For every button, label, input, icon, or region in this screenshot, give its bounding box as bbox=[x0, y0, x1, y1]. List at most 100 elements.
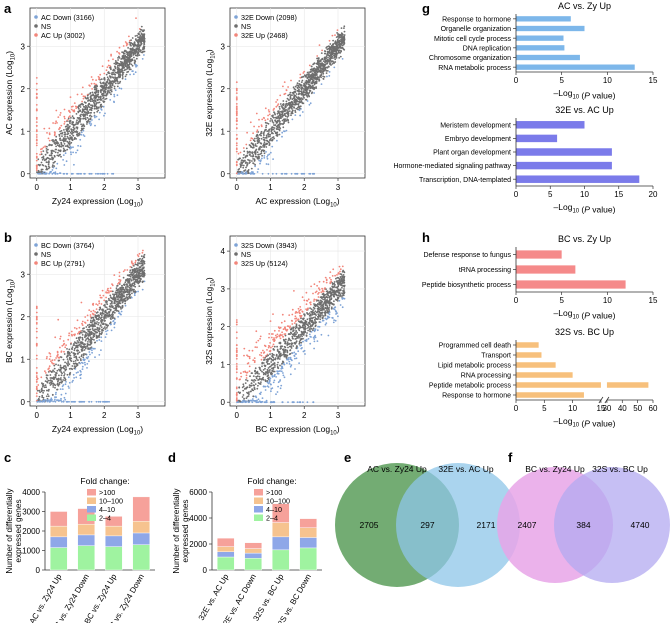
scatter-point bbox=[327, 52, 329, 54]
scatter-point bbox=[102, 294, 105, 297]
scatter-point bbox=[61, 135, 63, 138]
scatter-point bbox=[110, 315, 113, 318]
scatter-point bbox=[88, 330, 91, 333]
scatter-point bbox=[138, 271, 141, 274]
scatter-point bbox=[48, 127, 51, 130]
scatter-point bbox=[42, 383, 45, 385]
scatter-point bbox=[79, 400, 82, 403]
scatter-point bbox=[128, 289, 131, 291]
scatter-point bbox=[95, 87, 98, 90]
scatter-point bbox=[291, 94, 293, 97]
scatter-point bbox=[258, 141, 260, 144]
scatter-point bbox=[86, 324, 89, 327]
scatter-point bbox=[104, 83, 106, 85]
scatter-point bbox=[142, 33, 145, 36]
scatter-point bbox=[47, 148, 49, 151]
scatter-point bbox=[101, 95, 104, 97]
scatter-point bbox=[328, 46, 331, 49]
scatter-point bbox=[73, 327, 76, 329]
scatter-point bbox=[271, 126, 273, 129]
scatter-point bbox=[332, 44, 335, 46]
scatter-point bbox=[84, 117, 87, 119]
scatter-point bbox=[56, 383, 59, 386]
scatter-point bbox=[131, 292, 133, 295]
scatter-point bbox=[281, 106, 284, 108]
scatter-point bbox=[127, 35, 130, 38]
scatter-point bbox=[46, 161, 48, 164]
scatter-point bbox=[278, 122, 281, 124]
scatter-point bbox=[81, 338, 84, 341]
scatter-point bbox=[126, 67, 129, 70]
scatter-point bbox=[41, 170, 43, 173]
scatter-point bbox=[287, 119, 289, 122]
scatter-point bbox=[261, 172, 264, 175]
scatter-point bbox=[138, 54, 141, 56]
scatter-point bbox=[54, 398, 56, 401]
scatter-point bbox=[139, 30, 141, 33]
scatter-point bbox=[64, 152, 67, 155]
scatter-point bbox=[118, 281, 120, 284]
scatter-point bbox=[86, 116, 89, 119]
scatter-point bbox=[281, 119, 284, 122]
scatter-point bbox=[300, 85, 302, 87]
scatter-point bbox=[101, 319, 104, 321]
scatter-point bbox=[331, 283, 334, 286]
scatter-point bbox=[260, 354, 263, 357]
scatter-point bbox=[106, 291, 109, 294]
scatter-point bbox=[35, 155, 38, 158]
scatter-point bbox=[298, 92, 301, 95]
scatter-point bbox=[342, 41, 344, 44]
scatter-point bbox=[316, 55, 319, 57]
scatter-point bbox=[55, 373, 57, 375]
scatter-point bbox=[66, 135, 69, 138]
scatter-point bbox=[138, 36, 141, 38]
scatter-point bbox=[263, 141, 266, 144]
scatter-point bbox=[106, 308, 109, 311]
scatter-point bbox=[104, 328, 107, 330]
scatter-point bbox=[109, 290, 112, 293]
scatter-point bbox=[90, 94, 93, 97]
scatter-point bbox=[129, 271, 131, 273]
scatter-point bbox=[139, 266, 142, 269]
scatter-point bbox=[85, 101, 87, 104]
scatter-point bbox=[70, 357, 73, 360]
scatter-point bbox=[115, 77, 117, 79]
scatter-point bbox=[83, 358, 86, 361]
scatter-point bbox=[77, 332, 79, 335]
scatter-point bbox=[123, 295, 125, 298]
scatter-point bbox=[263, 117, 265, 119]
scatter-point bbox=[286, 342, 289, 345]
scatter-point bbox=[115, 71, 118, 74]
scatter-point bbox=[292, 345, 295, 347]
scatter-point bbox=[67, 116, 70, 119]
scatter-point bbox=[68, 363, 71, 366]
scatter-point bbox=[91, 104, 94, 107]
scatter-point bbox=[269, 120, 272, 122]
scatter-point bbox=[119, 291, 122, 293]
scatter-point bbox=[246, 163, 249, 166]
scatter-point bbox=[276, 117, 278, 120]
scatter-point bbox=[326, 48, 329, 51]
scatter-point bbox=[38, 400, 41, 403]
scatter-point bbox=[111, 312, 114, 314]
scatter-point bbox=[294, 357, 296, 360]
scatter-point bbox=[92, 347, 95, 350]
scatter-point bbox=[77, 371, 79, 374]
scatter-point bbox=[317, 64, 320, 66]
scatter-point bbox=[102, 329, 104, 332]
scatter-point bbox=[43, 389, 45, 392]
scatter-point bbox=[67, 117, 70, 120]
scatter-point bbox=[295, 353, 297, 355]
scatter-point bbox=[127, 64, 130, 67]
scatter-point bbox=[41, 156, 43, 159]
scatter-point bbox=[78, 356, 81, 359]
scatter-point bbox=[116, 288, 119, 291]
scatter-point bbox=[300, 81, 303, 83]
scatter-point bbox=[62, 400, 65, 403]
scatter-point bbox=[68, 125, 71, 128]
scatter-point bbox=[40, 151, 43, 153]
scatter-point bbox=[315, 314, 317, 316]
scatter-point bbox=[86, 346, 89, 348]
scatter-point bbox=[98, 77, 101, 79]
